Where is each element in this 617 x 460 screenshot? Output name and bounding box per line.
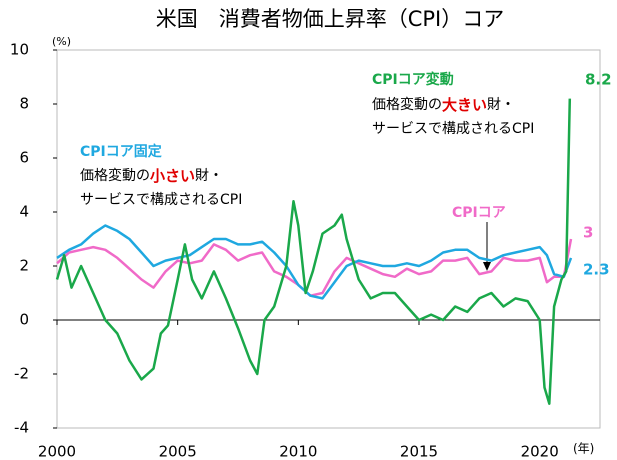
end-label: 8.2 [585,71,612,89]
y-tick-label: 2 [19,257,29,275]
y-tick-label: 8 [19,95,29,113]
end-label: 3 [583,224,593,242]
chart-title: 米国 消費者物価上昇率（CPI）コア [156,7,505,31]
y-tick-label: 0 [19,311,29,329]
x-unit: (年) [573,442,594,456]
plot-frame [56,49,601,429]
y-tick-label: 4 [19,203,29,221]
t: 財・ [487,97,515,113]
y-tick-label: -4 [14,419,29,437]
x-tick-label: 2020 [521,443,559,460]
sticky-line1: 価格変動の小さい財・ [80,167,223,185]
x-tick-label: 2000 [38,443,76,460]
y-tick-label: 6 [19,149,29,167]
arrow-head [483,262,491,271]
series-line [55,98,572,405]
y-tick-label: -2 [14,365,29,383]
t: 財・ [195,168,223,184]
t: 小さい [150,167,195,185]
sticky-title: CPIコア固定 [80,143,162,160]
series-line [56,238,573,297]
core-note: CPIコア [452,205,506,221]
flex-line2: サービスで構成されるCPI [372,121,534,137]
t: 価格変動の [80,167,150,184]
t: 価格変動の [372,96,442,113]
sticky-line2: サービスで構成されるCPI [80,192,242,208]
y-tick-label: 10 [10,41,29,59]
t: 大きい [442,96,487,114]
flex-line1: 価格変動の大きい財・ [372,96,515,114]
x-tick-label: 2005 [159,443,197,460]
x-tick-label: 2010 [279,443,317,460]
x-tick-label: 2015 [400,443,438,460]
series-line [56,224,573,300]
end-label: 2.3 [583,261,610,279]
y-unit: (%) [52,35,71,48]
flex-title: CPIコア変動 [372,71,454,88]
